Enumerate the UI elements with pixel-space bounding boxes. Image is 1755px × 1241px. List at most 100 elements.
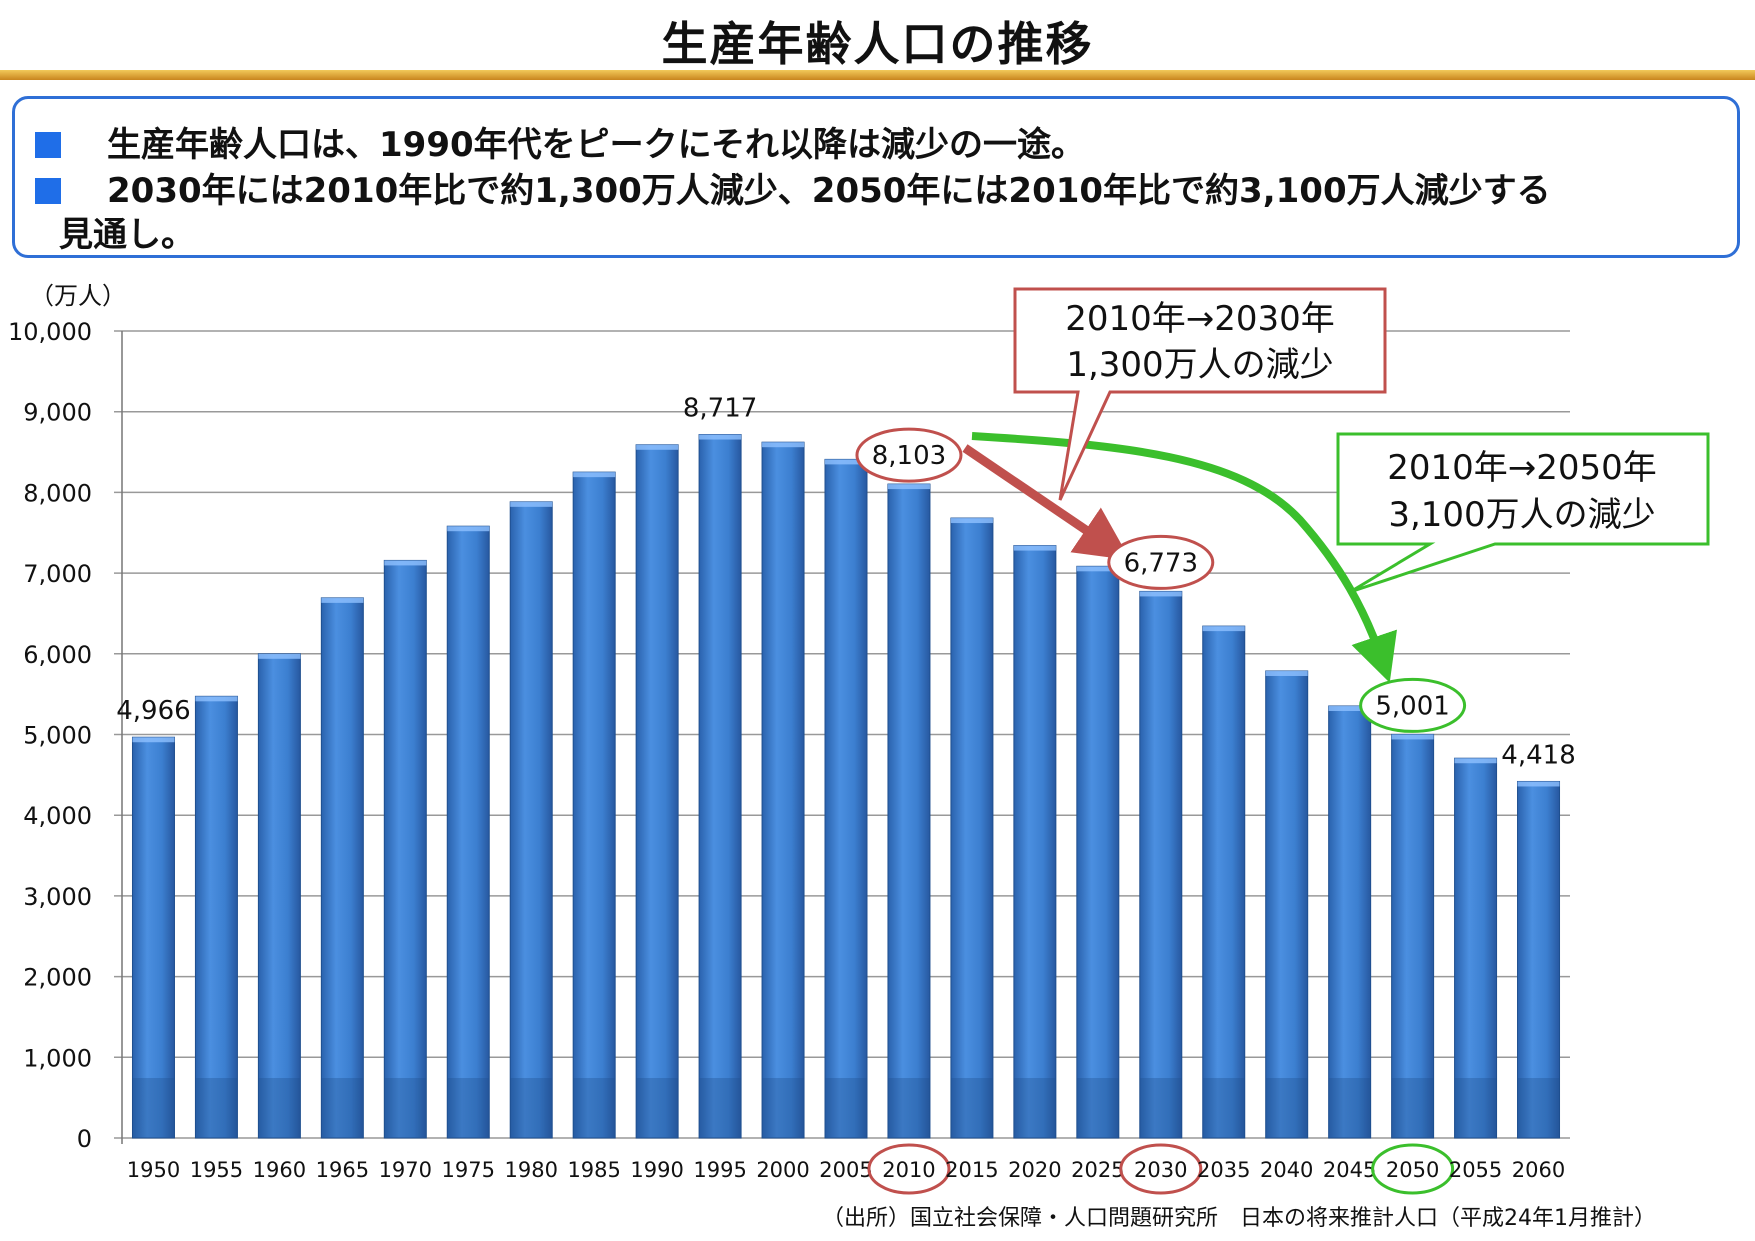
y-tick-label: 0: [77, 1125, 92, 1153]
bar-top-highlight: [699, 434, 742, 440]
red-callout-line-1: 2010年→2030年: [1065, 299, 1335, 339]
bar-base-shade: [321, 1078, 364, 1138]
x-tick-label: 1960: [253, 1158, 306, 1182]
green-callout-box: [1336, 432, 1710, 594]
bar-top-highlight: [573, 472, 616, 478]
summary-box: 生産年齢人口は、1990年代をピークにそれ以降は減少の一途。 2030年には20…: [12, 96, 1740, 258]
bar-base-shade: [1328, 1078, 1371, 1138]
green-callout-line-2: 3,100万人の減少: [1388, 495, 1655, 535]
data-label-2060: 4,418: [1501, 740, 1575, 770]
x-tick-label: 1965: [316, 1158, 369, 1182]
x-tick-label: 1985: [567, 1158, 620, 1182]
x-tick-label: 1980: [504, 1158, 557, 1182]
bar-1960: [257, 653, 301, 1139]
y-tick-label: 1,000: [23, 1044, 92, 1072]
y-tick-label: 6,000: [23, 641, 92, 669]
bar-top-highlight: [825, 459, 867, 465]
x-tick-label: 2055: [1449, 1158, 1502, 1182]
bar-2000: [761, 441, 805, 1139]
summary-text-1: 生産年齢人口は、1990年代をピークにそれ以降は減少の一途。: [107, 125, 1085, 165]
x-tick-label: 2025: [1071, 1158, 1124, 1182]
x-tick-label: 2005: [819, 1158, 872, 1182]
bar-top-highlight: [887, 484, 930, 490]
bar-top-highlight: [1328, 706, 1371, 712]
bar-top-highlight: [195, 696, 238, 702]
value-ellipse-2030: [1107, 534, 1215, 590]
x-tick-label: 2060: [1512, 1158, 1565, 1182]
x-tick-label: 2010: [882, 1158, 935, 1182]
bar-1990: [635, 444, 679, 1139]
y-tick-label: 4,000: [23, 802, 92, 830]
bar-base-shade: [1454, 1078, 1497, 1138]
title-divider: [0, 70, 1755, 80]
summary-line-2: 2030年には2010年比で約1,300万人減少、2050年には2010年比で約…: [35, 163, 1551, 212]
summary-line-1: 生産年齢人口は、1990年代をピークにそれ以降は減少の一途。: [35, 117, 1085, 166]
x-tick-label: 1975: [442, 1158, 495, 1182]
bar-base-shade: [1265, 1078, 1308, 1138]
bar-top-highlight: [1076, 566, 1119, 572]
bar-top-highlight: [132, 737, 175, 743]
page-title: 生産年齢人口の推移: [661, 17, 1094, 71]
bar-top-highlight: [1013, 545, 1056, 551]
x-tick-label: 1950: [127, 1158, 180, 1182]
bar-base-shade: [636, 1078, 679, 1138]
bar-2055: [1454, 757, 1498, 1139]
bar-base-shade: [573, 1078, 616, 1138]
bar-top-highlight: [762, 442, 805, 448]
bar-1975: [446, 525, 490, 1139]
value-ellipse-2050: [1359, 677, 1467, 733]
bar-2005: [824, 458, 868, 1139]
bar-base-shade: [1076, 1078, 1119, 1138]
bar-base-shade: [195, 1078, 238, 1138]
bar-top-highlight: [384, 560, 427, 566]
bar-base-shade: [132, 1078, 175, 1138]
bar-base-shade: [384, 1078, 427, 1138]
y-tick-label: 3,000: [23, 883, 92, 911]
bar-1980: [509, 501, 553, 1139]
bar-base-shade: [950, 1078, 993, 1138]
x-tick-label: 2050: [1386, 1158, 1439, 1182]
data-label-1950: 4,966: [116, 696, 190, 726]
bar-base-shade: [887, 1078, 930, 1138]
x-tick-label: 2030: [1134, 1158, 1187, 1182]
bar-1985: [572, 471, 616, 1139]
y-tick-label: 2,000: [23, 964, 92, 992]
x-tick-label: 2040: [1260, 1158, 1313, 1182]
bar-base-shade: [1202, 1078, 1245, 1138]
bar-1995: [698, 434, 742, 1139]
bar-base-shade: [447, 1078, 490, 1138]
bar-top-highlight: [510, 501, 553, 507]
bar-1955: [194, 695, 238, 1139]
y-tick-label: 7,000: [23, 560, 92, 588]
data-label-2030: 6,773: [1124, 548, 1198, 578]
bar-base-shade: [762, 1078, 805, 1138]
red-callout-box: [1013, 287, 1387, 501]
green-callout-line-1: 2010年→2050年: [1387, 448, 1657, 488]
data-label-1995: 8,717: [683, 394, 757, 424]
red-trend-arrow: [962, 444, 1131, 561]
bar-2015: [950, 517, 994, 1139]
bullet-square-icon: [35, 132, 61, 158]
x-tick-label: 1995: [693, 1158, 746, 1182]
bar-1950: [131, 736, 175, 1139]
highlight-ellipse-2010: [867, 1143, 951, 1195]
bar-2030: [1139, 590, 1183, 1139]
bar-2045: [1328, 705, 1372, 1139]
bar-top-highlight: [321, 597, 364, 603]
x-tick-label: 2045: [1323, 1158, 1376, 1182]
y-axis-unit: （万人）: [30, 282, 126, 310]
bar-base-shade: [1013, 1078, 1056, 1138]
highlight-ellipse-2050: [1371, 1143, 1455, 1195]
bar-2050: [1391, 733, 1435, 1139]
bar-top-highlight: [1265, 670, 1308, 676]
bar-base-shade: [1517, 1078, 1560, 1138]
x-tick-label: 2000: [756, 1158, 809, 1182]
y-tick-label: 5,000: [23, 722, 92, 750]
x-tick-label: 2020: [1008, 1158, 1061, 1182]
red-callout-line-2: 1,300万人の減少: [1066, 345, 1333, 385]
bar-2025: [1076, 565, 1120, 1139]
bar-base-shade: [258, 1078, 301, 1138]
x-tick-label: 2015: [945, 1158, 998, 1182]
value-ellipse-2010: [855, 427, 963, 483]
